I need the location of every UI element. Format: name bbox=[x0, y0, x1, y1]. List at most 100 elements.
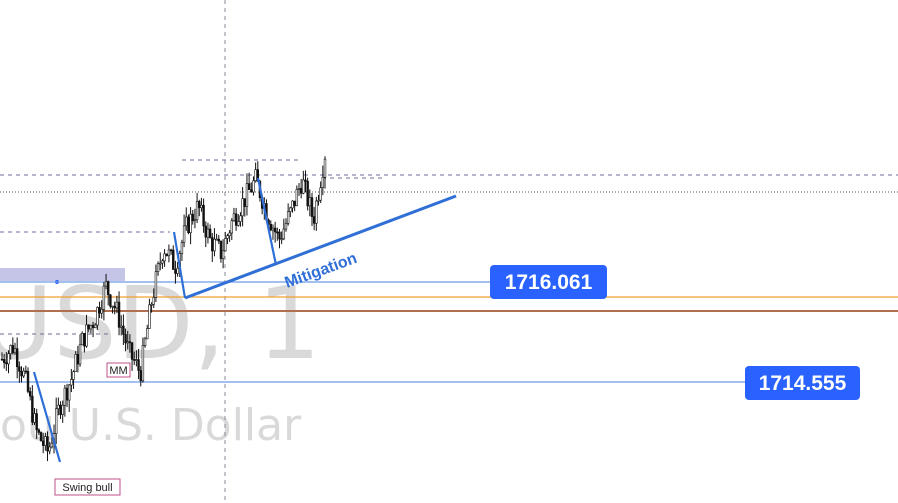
candle-body bbox=[213, 238, 216, 252]
candle-body bbox=[180, 242, 184, 254]
candle-body bbox=[169, 249, 173, 252]
candle-body bbox=[126, 341, 129, 344]
candle-body bbox=[78, 344, 82, 365]
candle-body bbox=[11, 345, 15, 354]
candle-body bbox=[63, 387, 67, 406]
svg-text:1716.061: 1716.061 bbox=[505, 271, 593, 294]
candle-body bbox=[9, 345, 12, 354]
mitigation-trendline[interactable] bbox=[184, 194, 457, 300]
candle-body bbox=[226, 235, 229, 239]
candle-body bbox=[124, 334, 127, 344]
mm-label[interactable]: MM bbox=[106, 362, 131, 378]
candle-body bbox=[100, 308, 103, 314]
swing-legs bbox=[32, 177, 278, 463]
candle-body bbox=[154, 271, 158, 298]
candle-body bbox=[232, 213, 236, 222]
candle-body bbox=[159, 262, 162, 265]
candle-body bbox=[308, 197, 312, 207]
candle-body bbox=[139, 370, 142, 382]
candle-body bbox=[278, 231, 281, 240]
candle-body bbox=[98, 307, 101, 314]
price-tag-1714555[interactable]: 1714.555 bbox=[745, 366, 860, 400]
candle-body bbox=[152, 297, 155, 305]
candle-body bbox=[234, 213, 238, 226]
candle-body bbox=[74, 353, 77, 373]
candle-body bbox=[299, 188, 303, 194]
candle-body bbox=[163, 253, 166, 262]
candle-body bbox=[107, 281, 110, 296]
candle-body bbox=[70, 379, 73, 386]
candle-body bbox=[87, 324, 90, 330]
candle-body bbox=[5, 362, 8, 365]
candle-body bbox=[39, 432, 43, 442]
candle-body bbox=[28, 391, 32, 397]
candle-body bbox=[208, 228, 212, 238]
watermark-symbol: USD, 1 bbox=[0, 265, 321, 382]
candle-body bbox=[323, 158, 327, 178]
candle-body bbox=[89, 325, 93, 330]
candle-body bbox=[141, 344, 145, 382]
candle-body bbox=[221, 250, 225, 259]
candle-body bbox=[224, 238, 227, 252]
candle-body bbox=[46, 436, 49, 452]
candle-body bbox=[65, 387, 69, 401]
candle-body bbox=[219, 240, 223, 259]
candle-body bbox=[130, 342, 134, 360]
candle-body bbox=[252, 180, 255, 193]
candle-body bbox=[150, 304, 153, 306]
candle-body bbox=[120, 325, 123, 328]
candle-body bbox=[319, 187, 322, 201]
candle-body bbox=[282, 228, 286, 240]
candle-body bbox=[24, 370, 28, 373]
candle-body bbox=[176, 267, 179, 274]
candle-body bbox=[250, 189, 253, 193]
candle-body bbox=[187, 216, 190, 233]
candle-body bbox=[195, 201, 199, 221]
candle-body bbox=[310, 197, 314, 217]
candle-body bbox=[0, 358, 4, 361]
candle-body bbox=[174, 269, 177, 274]
candle-body bbox=[312, 216, 316, 224]
candle-body bbox=[291, 200, 294, 209]
candle-body bbox=[167, 249, 171, 257]
candle-body bbox=[237, 221, 240, 226]
candle-body bbox=[206, 228, 210, 238]
candle-body bbox=[280, 238, 283, 241]
candle-body bbox=[315, 200, 318, 224]
candle-body bbox=[102, 285, 106, 310]
candle-body bbox=[243, 198, 246, 207]
candle-body bbox=[33, 413, 36, 423]
candle-body bbox=[165, 253, 168, 257]
candle-body bbox=[306, 180, 309, 207]
candle-body bbox=[185, 216, 188, 227]
candle-body bbox=[91, 325, 95, 328]
candle-body bbox=[83, 333, 86, 347]
price-tag-1716061[interactable]: 1716.061 bbox=[490, 265, 607, 299]
supply-zone bbox=[0, 268, 125, 281]
candle-body bbox=[228, 232, 231, 236]
candle-body bbox=[293, 200, 296, 207]
candle-body bbox=[35, 413, 38, 431]
candle-body bbox=[217, 238, 220, 242]
candle-body bbox=[20, 371, 23, 377]
candle-body bbox=[245, 183, 249, 207]
svg-text:Swing bull: Swing bull bbox=[62, 482, 112, 494]
candle-body bbox=[182, 225, 186, 243]
candle-body bbox=[247, 183, 251, 190]
candle-body bbox=[148, 304, 151, 329]
candle-body bbox=[200, 204, 203, 209]
candle-body bbox=[15, 348, 19, 368]
candle-body bbox=[37, 429, 41, 433]
candle-body bbox=[135, 359, 138, 361]
candle-body bbox=[137, 359, 140, 371]
candle-body bbox=[202, 204, 205, 227]
candle-body bbox=[61, 404, 64, 415]
candles-group bbox=[0, 156, 327, 462]
swing-bull-label[interactable]: Swing bull bbox=[54, 478, 121, 496]
candle-body bbox=[13, 348, 17, 354]
candle-body bbox=[94, 324, 97, 328]
candle-body bbox=[143, 338, 147, 346]
candle-body bbox=[68, 384, 71, 401]
candle-body bbox=[156, 263, 160, 272]
